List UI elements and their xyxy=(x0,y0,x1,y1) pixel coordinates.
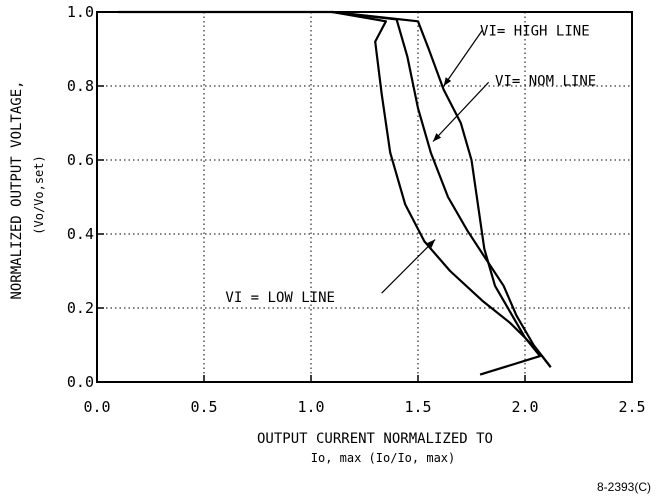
annotation-arrowhead xyxy=(443,77,452,86)
tick-marks xyxy=(96,11,633,383)
series-line-1 xyxy=(332,10,552,368)
x-tick-label: 0.0 xyxy=(83,398,110,416)
annotation-arrow xyxy=(381,239,436,294)
y-tick-label: 1.0 xyxy=(67,3,94,21)
y-tick-label: 0.6 xyxy=(67,151,94,169)
annotation-label: VI= NOM LINE xyxy=(495,73,596,89)
annotation-arrow xyxy=(443,30,483,87)
plot-area-frame xyxy=(96,11,633,383)
y-axis-title: NORMALIZED OUTPUT VOLTAGE, xyxy=(9,80,25,299)
y-tick-label: 0.2 xyxy=(67,299,94,317)
x-axis-title: OUTPUT CURRENT NORMALIZED TO xyxy=(257,431,493,447)
x-tick-label: 0.5 xyxy=(190,398,217,416)
annotations: VI= HIGH LINE VI= NOM LINE VI = LOW LINE xyxy=(225,24,596,306)
x-tick-label: 1.0 xyxy=(297,398,324,416)
x-axis-subtitle: Io, max (Io/Io, max) xyxy=(311,451,456,465)
figure-id: 8-2393(C) xyxy=(597,480,651,494)
series-lines xyxy=(118,10,552,376)
series-line-2 xyxy=(332,10,542,376)
y-tick-label: 0.0 xyxy=(67,373,94,391)
annotation-arrow xyxy=(432,81,490,142)
annotation-arrowhead xyxy=(433,133,442,142)
y-tick-label: 0.8 xyxy=(67,77,94,95)
annotation-label: VI= HIGH LINE xyxy=(480,24,590,40)
x-tick-label: 1.5 xyxy=(404,398,431,416)
annotation-arrowhead xyxy=(426,239,436,248)
y-axis-subtitle: (Vo/Vo,set) xyxy=(32,155,46,234)
annotation-label: VI = LOW LINE xyxy=(225,290,335,306)
grid-lines xyxy=(97,12,632,382)
y-tick-label: 0.4 xyxy=(67,225,94,243)
x-tick-label: 2.5 xyxy=(618,398,645,416)
series-line-0 xyxy=(118,10,552,368)
x-tick-label: 2.0 xyxy=(511,398,538,416)
tick-labels: 0.0 0.5 1.0 1.5 2.0 2.5 0.0 0.2 0.4 0.6 0.8 1.0 xyxy=(67,3,646,416)
